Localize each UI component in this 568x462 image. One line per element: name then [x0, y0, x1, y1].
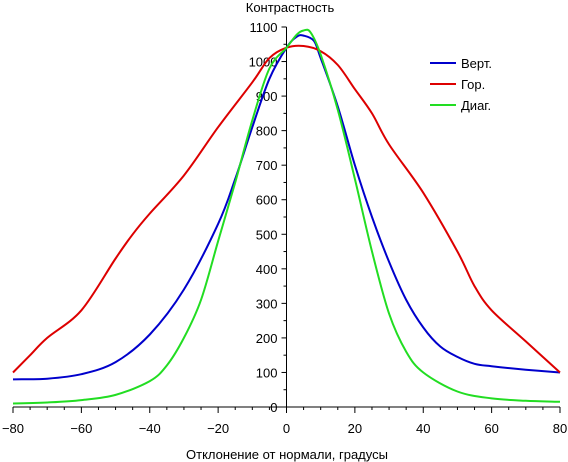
y-tick-label: 800: [256, 124, 278, 139]
y-tick-label: 0: [270, 400, 277, 415]
y-tick-label: 300: [256, 296, 278, 311]
y-tick-label: 200: [256, 331, 278, 346]
series-line-horizontal: [12, 44, 561, 374]
y-tick-label: 600: [256, 193, 278, 208]
x-tick-label: −80: [2, 421, 24, 436]
series-line-vertical: [12, 34, 561, 381]
y-axis-title: Контрастность: [246, 0, 335, 15]
series-lines: [12, 28, 561, 405]
series-line-diagonal: [12, 28, 561, 405]
x-tick-label: −40: [139, 421, 161, 436]
y-tick-label: 1100: [250, 20, 278, 35]
x-tick-label: 0: [283, 421, 290, 436]
legend-label: Верт.: [461, 56, 492, 71]
y-tick-label: 100: [256, 365, 278, 380]
legend-item-diagonal: Диаг.: [430, 98, 491, 113]
x-tick-label: 20: [348, 421, 362, 436]
x-tick-label: 80: [553, 421, 567, 436]
legend: Верт. Гор. Диаг.: [430, 56, 492, 113]
legend-label: Гор.: [461, 77, 485, 92]
x-tick-label: −60: [70, 421, 92, 436]
x-tick-label: 60: [484, 421, 498, 436]
legend-label: Диаг.: [461, 98, 491, 113]
y-tick-label: 400: [256, 262, 278, 277]
x-tick-label: 40: [416, 421, 430, 436]
y-tick-label: 700: [256, 158, 278, 173]
legend-item-vertical: Верт.: [430, 56, 492, 71]
legend-item-horizontal: Гор.: [430, 77, 485, 92]
x-tick-label: −20: [207, 421, 229, 436]
y-tick-label: 500: [256, 227, 278, 242]
x-axis-title: Отклонение от нормали, градусы: [186, 447, 388, 462]
axes: −80 −60 −40 −20 0 20 40 60 800100200300400500600…: [2, 20, 567, 436]
